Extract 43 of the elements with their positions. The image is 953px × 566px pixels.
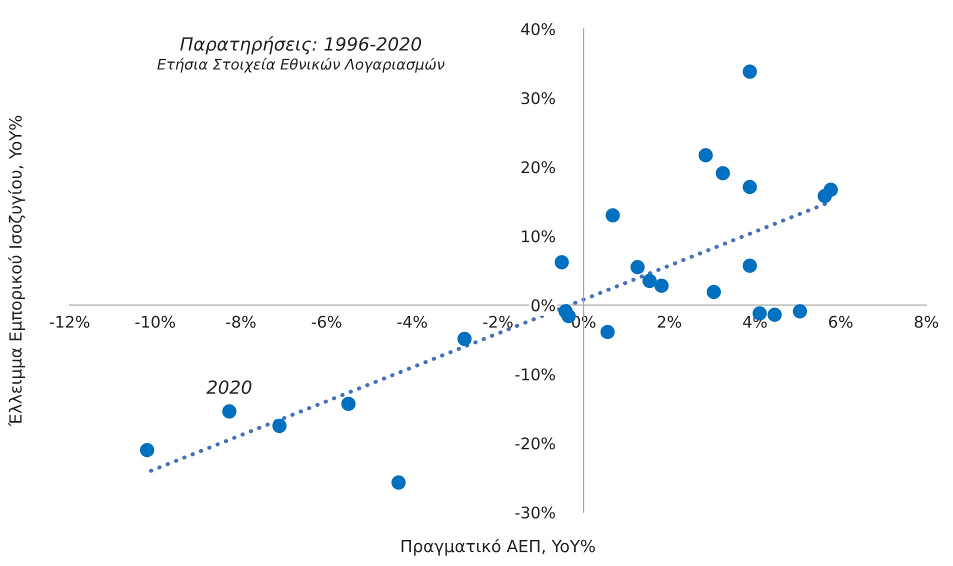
point	[698, 148, 713, 162]
point	[742, 258, 757, 273]
point	[742, 180, 757, 194]
y-tick-label: 20%	[522, 161, 555, 174]
point	[768, 308, 782, 322]
x-tick-label: 6%	[829, 316, 852, 328]
point	[792, 304, 808, 318]
y-tick-label: 10%	[522, 230, 555, 242]
point	[630, 260, 645, 274]
x-tick-label: -12%	[50, 316, 90, 328]
x-tick-label: -10%	[135, 316, 175, 328]
point	[140, 442, 154, 458]
point	[742, 64, 757, 79]
x-tick-label: -2%	[483, 316, 513, 328]
x-tick-label: 8%	[914, 316, 938, 328]
point	[824, 182, 838, 197]
point	[642, 274, 657, 288]
point	[222, 404, 236, 419]
x-axis-title: Πραγματικό ΑΕΠ, YoY%	[402, 538, 595, 556]
x-tick-label: -6%	[312, 316, 342, 328]
y-tick-label: -10%	[515, 368, 555, 380]
y-tick-label: -20%	[515, 437, 555, 450]
y-tick-label: 40%	[521, 23, 555, 36]
point	[457, 332, 472, 346]
point	[600, 324, 615, 340]
point	[391, 475, 406, 490]
point	[341, 396, 356, 411]
x-tick-label: -4%	[398, 316, 427, 328]
y-axis-title: Έλλειμμα Εμπορικού Ισοζυγίου, YoY%	[8, 116, 26, 426]
point	[606, 208, 620, 222]
point	[706, 284, 721, 300]
point	[554, 255, 569, 270]
annotation: 2020	[206, 380, 252, 394]
chart-title: Παρατηρήσεις: 1996-2020	[180, 36, 422, 54]
x-tick-label: -8%	[226, 316, 256, 328]
x-tick-label: 2%	[658, 316, 682, 328]
point	[272, 418, 287, 434]
point	[654, 278, 669, 293]
y-tick-label: -30%	[515, 506, 555, 519]
point	[716, 166, 730, 180]
text: Ετήσια Στοιχεία Εθνικών Λογαριασμών	[157, 58, 444, 73]
y-tick-label: 0%	[532, 299, 555, 312]
y-tick-label: 30%	[522, 92, 555, 104]
